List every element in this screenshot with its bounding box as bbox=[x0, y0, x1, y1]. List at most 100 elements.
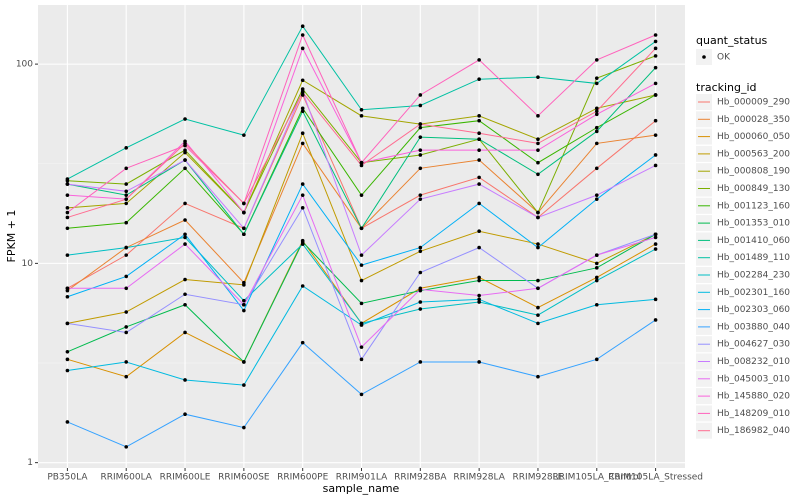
data-point bbox=[242, 210, 246, 215]
y-tick-label: 10 bbox=[22, 259, 34, 269]
data-point bbox=[300, 141, 305, 146]
data-point bbox=[418, 148, 423, 152]
data-point bbox=[183, 242, 187, 246]
data-point bbox=[594, 58, 599, 62]
data-point bbox=[183, 158, 187, 162]
legend-label: Hb_186982_040 bbox=[717, 426, 790, 436]
data-point bbox=[653, 54, 658, 58]
data-point bbox=[536, 286, 540, 291]
legend-dot bbox=[702, 55, 706, 59]
data-point bbox=[418, 122, 423, 126]
data-point bbox=[536, 321, 540, 326]
data-point bbox=[300, 106, 305, 111]
data-point bbox=[653, 242, 658, 246]
data-point bbox=[300, 46, 305, 51]
data-point bbox=[242, 425, 246, 430]
data-point bbox=[477, 229, 481, 234]
data-point bbox=[536, 172, 540, 177]
data-point bbox=[242, 360, 246, 364]
data-point bbox=[594, 275, 599, 280]
data-point bbox=[418, 270, 423, 275]
data-point bbox=[477, 182, 481, 186]
data-point bbox=[536, 245, 540, 250]
y-tick-label: 100 bbox=[16, 60, 33, 70]
legend-label: Hb_001410_060 bbox=[717, 236, 790, 246]
data-point bbox=[65, 286, 70, 291]
legend-label: Hb_002303_060 bbox=[717, 305, 790, 315]
legend-label: Hb_002301_160 bbox=[717, 288, 790, 298]
data-point bbox=[359, 253, 364, 257]
data-point bbox=[418, 197, 423, 201]
data-point bbox=[359, 107, 364, 112]
data-point bbox=[418, 166, 423, 171]
legend-label: OK bbox=[717, 53, 731, 63]
data-point bbox=[183, 141, 187, 146]
legend-label: Hb_000808_190 bbox=[717, 167, 790, 177]
data-point bbox=[124, 166, 129, 171]
data-point bbox=[359, 193, 364, 197]
data-point bbox=[653, 118, 658, 123]
data-point bbox=[594, 193, 599, 197]
data-point bbox=[594, 106, 599, 111]
data-point bbox=[183, 302, 187, 307]
data-point bbox=[183, 378, 187, 382]
data-point bbox=[242, 201, 246, 206]
data-point bbox=[477, 137, 481, 141]
data-point bbox=[359, 114, 364, 118]
data-point bbox=[653, 232, 658, 237]
legend-label: Hb_000028_350 bbox=[717, 115, 790, 125]
data-point bbox=[183, 166, 187, 171]
data-point bbox=[594, 112, 599, 117]
data-point bbox=[183, 232, 187, 237]
data-point bbox=[359, 278, 364, 283]
data-point bbox=[594, 81, 599, 86]
data-point bbox=[536, 278, 540, 283]
x-tick-label: RRIM928LE bbox=[513, 473, 564, 483]
data-point bbox=[653, 297, 658, 302]
data-point bbox=[594, 261, 599, 266]
data-point bbox=[594, 109, 599, 114]
data-point bbox=[65, 226, 70, 231]
data-point bbox=[242, 226, 246, 231]
legend-label: Hb_002284_230 bbox=[717, 271, 790, 281]
x-tick-label: RRIM600PE bbox=[277, 473, 329, 483]
legend-label: Hb_004627_030 bbox=[717, 340, 790, 350]
legend-label: Hb_003880_040 bbox=[717, 322, 790, 332]
data-point bbox=[65, 193, 70, 197]
data-point bbox=[359, 323, 364, 327]
data-point bbox=[536, 305, 540, 310]
data-point bbox=[477, 148, 481, 152]
data-point bbox=[300, 193, 305, 197]
x-tick-label: RRIM928LA bbox=[453, 473, 505, 483]
data-point bbox=[183, 218, 187, 222]
data-point bbox=[124, 193, 129, 197]
data-point bbox=[124, 189, 129, 194]
data-point bbox=[124, 220, 129, 225]
data-point bbox=[418, 307, 423, 311]
data-point bbox=[653, 247, 658, 251]
x-tick-label: RRIM105LA_Stressed bbox=[608, 473, 703, 483]
data-point bbox=[418, 93, 423, 97]
data-point bbox=[65, 294, 70, 299]
data-point bbox=[300, 206, 305, 210]
data-point bbox=[359, 263, 364, 267]
data-point bbox=[536, 215, 540, 220]
data-point bbox=[536, 148, 540, 152]
legend-label: Hb_001489_110 bbox=[717, 253, 790, 263]
data-point bbox=[300, 24, 305, 28]
data-point bbox=[536, 114, 540, 118]
x-tick-label: RRIM600LE bbox=[160, 473, 211, 483]
data-point bbox=[124, 330, 129, 335]
data-point bbox=[418, 193, 423, 197]
legend-label: Hb_145880_020 bbox=[717, 392, 790, 402]
data-point bbox=[418, 135, 423, 139]
data-point bbox=[242, 308, 246, 313]
data-point bbox=[536, 137, 540, 141]
y-axis-label: FPKM + 1 bbox=[5, 210, 18, 263]
data-point bbox=[418, 287, 423, 292]
data-point bbox=[418, 249, 423, 254]
data-point bbox=[124, 325, 129, 329]
data-point bbox=[477, 245, 481, 250]
data-point bbox=[300, 78, 305, 83]
data-point bbox=[242, 298, 246, 303]
